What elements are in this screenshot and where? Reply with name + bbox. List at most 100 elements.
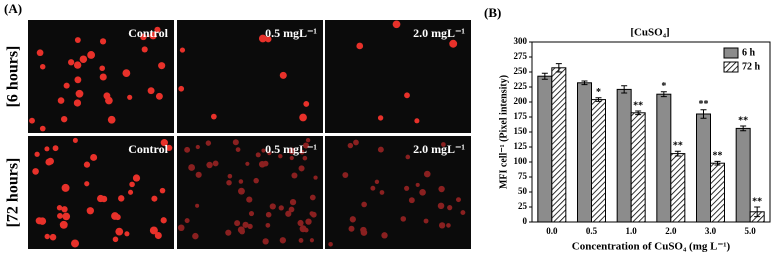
column-label: Control	[128, 26, 168, 40]
cell	[303, 227, 309, 233]
cell	[147, 87, 155, 95]
cell	[57, 97, 65, 104]
cell	[247, 223, 253, 230]
micrograph	[28, 136, 174, 249]
panel-b: (B) [CuSO₄] MFI cell⁻¹ (Pixel intensity) Co…	[484, 5, 771, 253]
cell	[61, 206, 68, 213]
bar	[616, 88, 632, 223]
significance: **	[752, 196, 762, 207]
cell	[184, 146, 191, 153]
cell	[415, 182, 420, 187]
cell	[414, 118, 420, 124]
cell	[288, 147, 296, 155]
chart-title: [CuSO₄]	[630, 27, 669, 39]
cell	[255, 152, 261, 158]
cell	[246, 196, 253, 203]
y-tick-label: 200	[514, 96, 528, 106]
cell	[52, 145, 59, 152]
cell	[400, 216, 407, 222]
cell	[298, 165, 305, 172]
cell	[291, 172, 298, 179]
x-axis-label: Concentration of CuSO₄ (mg L⁻¹)	[572, 241, 731, 253]
cell	[258, 34, 267, 43]
x-tick-label: 0.5	[586, 226, 598, 236]
cell	[226, 179, 232, 186]
y-tick-label: 50	[518, 186, 528, 196]
cell	[238, 179, 244, 184]
significance: *	[661, 81, 666, 92]
cell	[298, 238, 304, 243]
cell	[184, 218, 190, 224]
y-tick-label: 75	[518, 171, 528, 181]
cell	[177, 224, 185, 232]
cell	[225, 229, 232, 236]
cell	[381, 232, 388, 239]
significance: **	[633, 100, 643, 111]
cell	[232, 139, 239, 146]
cell	[227, 173, 233, 179]
cell	[360, 229, 368, 236]
panel-a: (A) [6 hours] Control 0.5 mgL⁻¹ 2.0 mgL⁻¹ [72…	[4, 1, 471, 249]
legend-label: 72 h	[742, 61, 761, 72]
cell	[38, 217, 47, 225]
cell	[127, 94, 133, 100]
cell	[39, 125, 46, 132]
error-bar	[581, 80, 588, 86]
cell	[288, 206, 295, 213]
cell	[105, 96, 113, 105]
cell	[149, 31, 157, 40]
bar	[591, 99, 606, 223]
cell	[374, 179, 380, 184]
cell	[44, 146, 50, 152]
y-tick-label: 125	[514, 141, 528, 151]
cell	[74, 76, 82, 84]
cell	[309, 194, 316, 201]
bar	[551, 67, 567, 223]
cell	[166, 144, 173, 152]
cell	[73, 99, 82, 107]
cell	[212, 160, 219, 167]
bar	[710, 162, 725, 223]
cell	[289, 198, 297, 206]
y-tick-label: 250	[514, 66, 528, 76]
row-label: [6 hours]	[5, 46, 22, 108]
cell	[299, 113, 307, 122]
cell	[285, 210, 292, 217]
cell	[141, 46, 148, 53]
y-tick-label: 25	[518, 201, 528, 211]
cell	[377, 115, 384, 121]
cell	[297, 219, 304, 227]
cell	[151, 195, 158, 202]
cell	[305, 137, 311, 143]
y-tick-label: 300	[514, 36, 528, 46]
cell	[32, 168, 39, 175]
x-tick-label: 5.0	[745, 226, 757, 236]
x-tick-label: 2.0	[665, 226, 677, 236]
significance: **	[713, 151, 723, 162]
cell	[248, 210, 255, 217]
cell	[449, 39, 458, 48]
cell	[279, 71, 287, 79]
cell	[29, 117, 35, 124]
cell	[39, 63, 46, 70]
cell	[299, 149, 305, 155]
cell	[61, 183, 70, 192]
cell	[63, 82, 70, 89]
x-tick-label: 0.0	[546, 226, 558, 236]
cell	[160, 139, 168, 147]
error-bar	[635, 110, 642, 116]
error-bar	[595, 97, 602, 102]
column-label: 2.0 mgL⁻¹	[413, 26, 465, 40]
cell	[423, 170, 431, 178]
error-bar	[674, 150, 681, 157]
bar	[670, 153, 686, 223]
cell	[195, 171, 202, 178]
cell	[195, 144, 200, 150]
cell	[302, 155, 308, 161]
cell	[84, 181, 90, 187]
cell	[127, 189, 134, 195]
cell	[132, 174, 141, 182]
error-bar	[660, 91, 667, 98]
cell	[44, 233, 50, 240]
cell	[265, 35, 272, 43]
